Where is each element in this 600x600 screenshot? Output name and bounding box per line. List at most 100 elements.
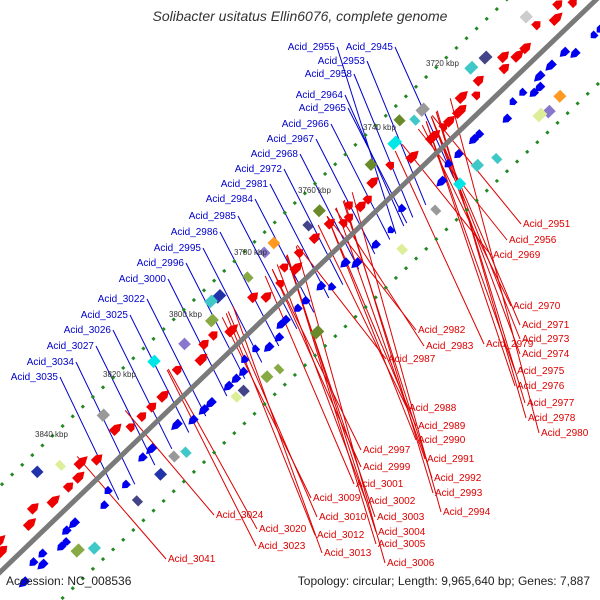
gene-label: Acid_2984 <box>206 194 254 205</box>
feature-dot <box>393 275 399 281</box>
gene-arrow <box>531 21 541 31</box>
gene-arrow <box>29 557 39 566</box>
feature-dot <box>211 450 217 455</box>
gene-arrow <box>534 81 546 92</box>
feature-box <box>180 446 192 459</box>
feature-dot <box>272 220 277 225</box>
gene-label: Acid_2970 <box>513 301 561 312</box>
gene-arrow <box>136 412 147 422</box>
feature-dot <box>121 365 126 371</box>
gene-arrow <box>371 239 381 249</box>
gene-label: Acid_3009 <box>313 493 361 504</box>
feature-dot <box>20 462 25 467</box>
label-leader-line <box>449 98 540 434</box>
gene-arrow <box>22 518 37 532</box>
feature-box <box>464 60 479 75</box>
feature-dot <box>383 113 388 118</box>
feature-dot <box>393 103 398 109</box>
feature-dot <box>434 237 439 242</box>
gene-label: Acid_3020 <box>259 524 307 535</box>
gene-arrow <box>90 454 103 466</box>
gene-arrow <box>301 295 311 305</box>
gene-arrow <box>37 558 49 570</box>
feature-dot <box>565 111 570 116</box>
feature-dot <box>363 304 368 310</box>
gene-arrow <box>424 134 436 145</box>
gene-label: Acid_2983 <box>426 341 474 352</box>
gene-arrow <box>567 0 577 9</box>
gene-arrow <box>138 452 148 462</box>
feature-dot <box>434 65 439 70</box>
gene-arrow <box>387 225 396 234</box>
gene-label: Acid_3035 <box>11 372 59 383</box>
feature-dot <box>141 518 146 523</box>
gene-arrow <box>26 503 39 515</box>
gene-arrow <box>444 158 454 168</box>
gene-label: Acid_3013 <box>324 548 372 559</box>
gene-label: Acid_3025 <box>81 310 129 321</box>
feature-dot <box>70 414 75 419</box>
feature-dot <box>494 178 500 184</box>
feature-box <box>393 114 406 127</box>
gene-label: Acid_3006 <box>387 558 435 569</box>
gene-label: Acid_2972 <box>235 164 283 175</box>
gene-label: Acid_3027 <box>47 341 95 352</box>
feature-dot <box>181 307 186 312</box>
feature-box <box>55 459 67 471</box>
label-leader-line <box>167 278 228 397</box>
label-leader-line <box>296 244 387 360</box>
gene-arrow <box>239 366 249 376</box>
gene-label: Acid_2992 <box>434 473 482 484</box>
gene-label: Acid_2968 <box>251 149 299 160</box>
label-leader-line <box>315 138 376 255</box>
gene-label: Acid_3000 <box>119 274 167 285</box>
gene-arrow <box>194 357 204 367</box>
label-leader-line <box>112 329 173 450</box>
feature-dot <box>9 472 15 477</box>
feature-dot <box>514 159 520 164</box>
label-leader-line <box>95 345 156 466</box>
gene-arrow <box>497 51 510 64</box>
gene-label: Acid_2975 <box>517 366 565 377</box>
label-leader-line <box>254 198 315 313</box>
feature-dot <box>151 508 156 513</box>
gene-label: Acid_3034 <box>27 357 75 368</box>
feature-dot <box>464 207 469 213</box>
feature-dot <box>110 547 116 552</box>
gene-arrow <box>275 279 284 289</box>
gene-label: Acid_2955 <box>288 42 336 53</box>
feature-dot <box>444 55 449 60</box>
feature-dot <box>464 36 469 41</box>
gene-label: Acid_3024 <box>216 510 264 521</box>
label-leader-line <box>76 456 167 560</box>
label-leader-line <box>330 123 391 240</box>
kbp-tick-labels: 3720 kbp 3740 kbp 3760 kbp 3780 kbp 3800… <box>35 59 459 439</box>
gene-arrow <box>146 402 157 413</box>
gene-arrow <box>340 257 351 268</box>
gene-label: Acid_2964 <box>296 90 344 101</box>
gene-label: Acid_3005 <box>378 539 426 550</box>
gene-arrow <box>502 113 513 123</box>
gene-label: Acid_2979 <box>486 339 534 350</box>
gene-arrow <box>354 201 367 213</box>
feature-dot <box>171 317 176 322</box>
feature-dot <box>191 297 197 303</box>
gene-label: Acid_2981 <box>221 179 269 190</box>
feature-dot <box>312 181 318 186</box>
gene-arrow <box>38 548 48 558</box>
gene-label: Acid_2977 <box>527 398 575 409</box>
gene-label: Acid_2994 <box>443 507 491 518</box>
feature-box <box>96 408 111 422</box>
gene-arrow <box>62 482 74 493</box>
gene-arrow <box>509 97 518 106</box>
gene-arrow <box>171 418 183 431</box>
feature-dot <box>262 230 267 235</box>
feature-dot <box>262 401 267 407</box>
gene-arrow <box>338 219 348 229</box>
feature-dot <box>302 191 308 196</box>
gene-arrow <box>46 495 60 509</box>
feature-box <box>87 541 102 555</box>
gene-arrow <box>323 218 335 230</box>
feature-dot <box>504 169 510 174</box>
feature-dot <box>40 443 45 448</box>
